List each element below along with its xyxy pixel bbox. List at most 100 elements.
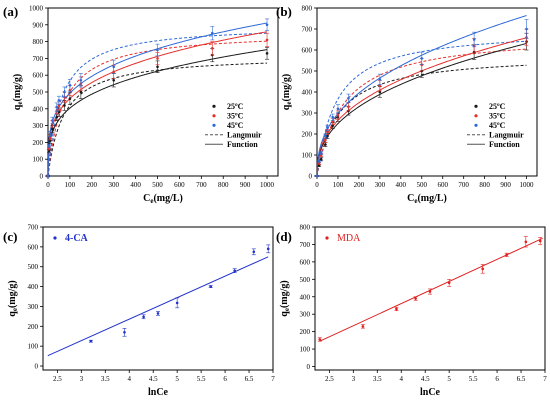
y-tick-label: 400 [28, 283, 39, 291]
data-point [505, 253, 508, 257]
x-tick-label: 6 [223, 375, 227, 383]
data-point [326, 126, 329, 129]
y-tick-label: 100 [33, 156, 44, 164]
x-tick-label: 6 [495, 375, 499, 383]
x-tick-label: 6.5 [245, 375, 254, 383]
data-point [331, 124, 335, 127]
x-tick-label: 5 [175, 375, 179, 383]
x-tick-label: 700 [458, 181, 469, 189]
legend-marker [474, 104, 478, 108]
data-point [63, 90, 66, 94]
langmuir-fit-curve [48, 40, 268, 176]
y-tick-label: 100 [302, 152, 313, 160]
legend-label: Langmuir [489, 130, 524, 139]
data-point [63, 104, 66, 107]
x-tick-label: 500 [417, 181, 428, 189]
linear-fit-line [47, 256, 269, 357]
y-tick-label: 600 [33, 72, 44, 80]
y-tick-label: 800 [33, 38, 44, 46]
data-point [378, 78, 382, 81]
y-axis-label: qe(mg/g) [279, 280, 291, 316]
x-tick-label: 5.5 [197, 375, 206, 383]
legend-marker [212, 114, 216, 118]
x-tick-label: 400 [130, 181, 141, 189]
x-tick-label: 900 [500, 181, 511, 189]
legend-marker [325, 236, 329, 240]
data-point [414, 297, 417, 300]
x-tick-label: 7 [543, 375, 547, 383]
legend-label: Function [227, 140, 258, 149]
legend-marker [212, 104, 216, 108]
data-point [51, 127, 54, 131]
data-point [378, 84, 382, 87]
data-point [324, 139, 327, 142]
panel-c: (c) 2.5 3 3.5 4 4.5 5 5.5 6 6.5 7 0 100 200 300 400 500 6… [3, 224, 275, 399]
y-tick-label: 800 [300, 224, 311, 232]
x-tick-label: 1000 [260, 181, 275, 189]
legend-label: 35ºC [227, 111, 244, 120]
y-tick-label: 500 [28, 263, 39, 271]
data-point [361, 325, 365, 328]
data-point [68, 97, 72, 101]
plot-frame [314, 226, 546, 371]
y-tick-label: 300 [28, 303, 39, 311]
y-tick-label: 300 [300, 311, 311, 319]
data-point [209, 285, 213, 288]
data-point [315, 174, 319, 178]
data-point [57, 99, 61, 102]
y-tick-label: 200 [28, 323, 39, 331]
y-tick-label: 800 [302, 5, 313, 13]
y-tick-label: 200 [300, 328, 311, 336]
y-tick-label: 700 [33, 55, 44, 63]
x-tick-label: 5 [447, 375, 451, 383]
legend-label: MDA [337, 233, 361, 244]
x-tick-label: 200 [87, 181, 98, 189]
y-tick-label: 700 [28, 224, 39, 232]
data-point [317, 162, 321, 165]
data-point [472, 38, 476, 41]
legend-marker [474, 123, 478, 127]
data-point [317, 160, 321, 163]
data-point [55, 105, 59, 109]
data-point [324, 143, 327, 146]
data-point [79, 78, 83, 82]
data-point [331, 120, 335, 123]
x-axis-label: Ce(mg/L) [407, 193, 447, 205]
y-tick-label: 0 [307, 363, 311, 371]
x-axis-label: lnCe [420, 387, 441, 398]
data-point [89, 339, 93, 343]
x-tick-label: 300 [108, 181, 119, 189]
y-tick-label: 600 [302, 47, 313, 55]
legend-marker [474, 114, 478, 118]
data-point [428, 290, 432, 293]
data-point [112, 78, 116, 82]
panel-label: (d) [276, 229, 292, 244]
data-point [156, 57, 159, 60]
data-point [123, 330, 126, 334]
x-tick-label: 3.5 [101, 375, 110, 383]
y-axis-label: qe(mg/g) [12, 74, 24, 110]
legend-label: 45ºC [227, 121, 244, 130]
plot-frame [47, 7, 279, 177]
x-axis-label: lnCe [148, 387, 169, 398]
data-point [317, 164, 321, 167]
langmuir-fit-curve [317, 48, 527, 176]
x-tick-label: 200 [354, 181, 365, 189]
y-tick-label: 500 [302, 68, 313, 76]
legend-marker [53, 236, 57, 240]
y-tick-label: 1000 [29, 5, 44, 13]
x-tick-label: 100 [65, 181, 76, 189]
y-tick-label: 0 [35, 363, 39, 371]
data-point [447, 281, 451, 285]
y-tick-label: 600 [28, 243, 39, 251]
data-point [336, 113, 340, 117]
legend-label: Function [489, 140, 520, 149]
x-tick-label: 3 [352, 375, 356, 383]
y-tick-label: 500 [33, 89, 44, 97]
data-point [51, 119, 54, 122]
data-point [319, 151, 323, 155]
data-point [142, 315, 145, 319]
plot-frame [316, 7, 538, 177]
langmuir-fit-curve [317, 40, 527, 176]
y-tick-label: 200 [33, 139, 44, 147]
